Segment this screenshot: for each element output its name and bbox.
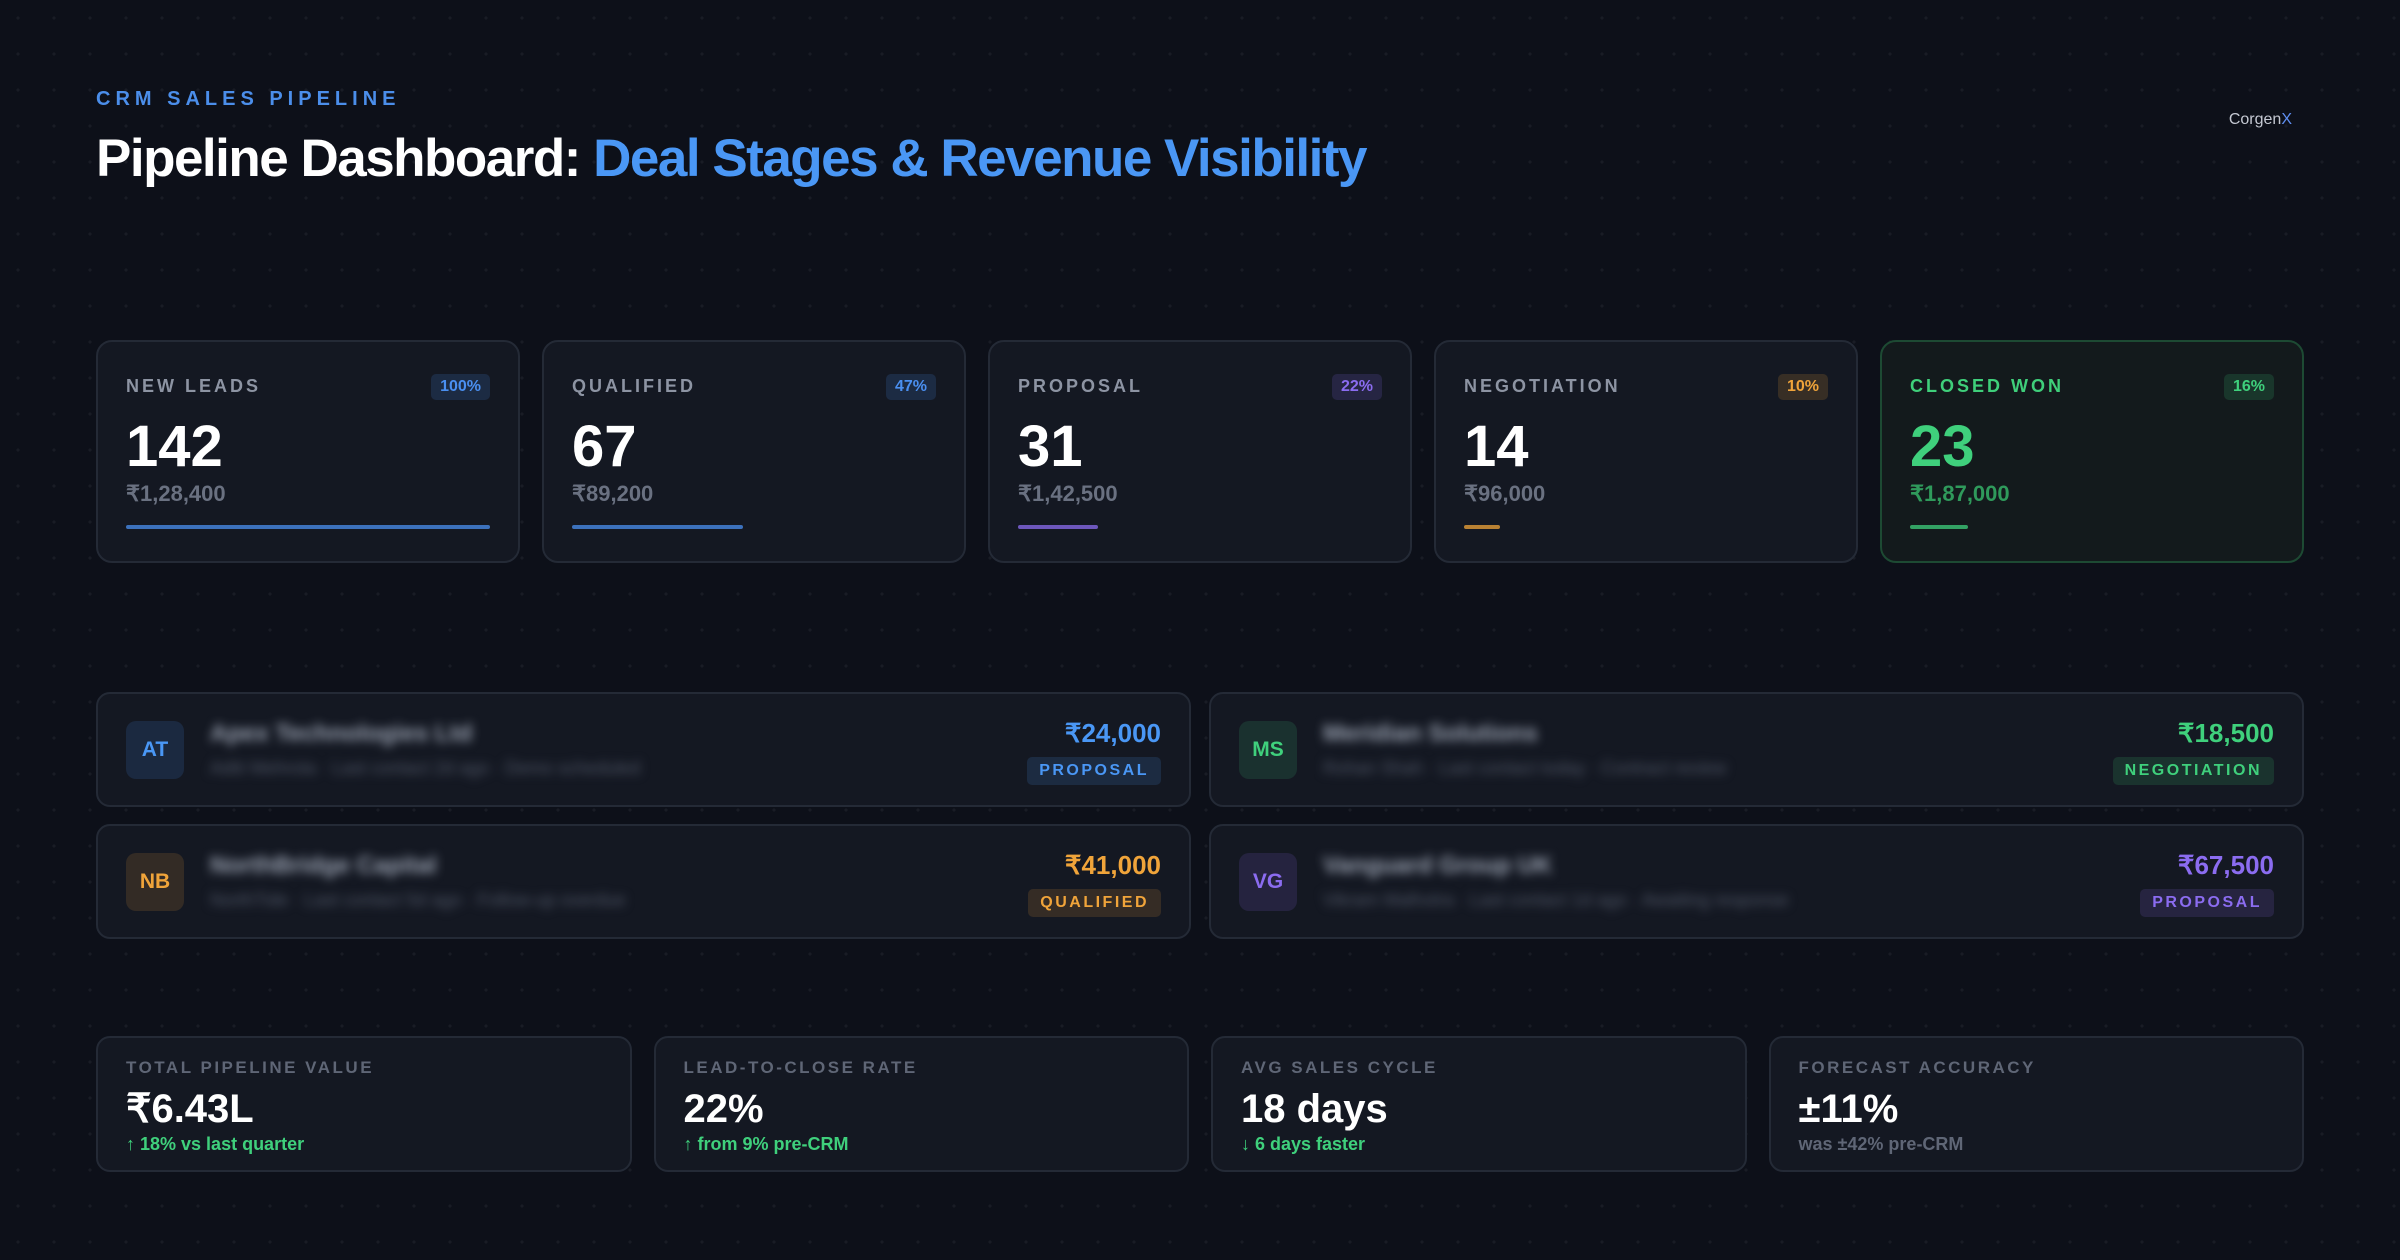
deal-stage-badge: QUALIFIED	[1028, 889, 1161, 917]
stage-value: ₹89,200	[572, 481, 654, 506]
metric-forecast-accuracy: FORECAST ACCURACY ±11% was ±42% pre-CRM	[1768, 1036, 2304, 1172]
stage-card-closed-won[interactable]: CLOSED WON 16% 23 ₹1,87,000	[1880, 340, 2304, 563]
metric-delta: ↓ 6 days faster	[1241, 1134, 1366, 1154]
stage-percent-badge: 16%	[2223, 374, 2274, 400]
stage-value: ₹1,28,400	[126, 481, 226, 506]
summary-metrics: TOTAL PIPELINE VALUE ₹6.43L ↑ 18% vs las…	[96, 1036, 2304, 1172]
deal-amount: ₹67,500	[2177, 850, 2274, 880]
company-avatar: MS	[1239, 720, 1297, 779]
metric-label: LEAD-TO-CLOSE RATE	[683, 1058, 918, 1077]
deal-list: AT Apex Technologies Ltd Aditi Mehrota ·…	[96, 692, 2304, 939]
deal-meta: Vikram Malhotra · Last contact 1d ago · …	[1323, 890, 1789, 910]
metric-delta: was ±42% pre-CRM	[1798, 1134, 1964, 1154]
metric-delta: ↑ 18% vs last quarter	[126, 1134, 305, 1154]
metric-lead-to-close-rate: LEAD-TO-CLOSE RATE 22% ↑ from 9% pre-CRM	[653, 1036, 1189, 1172]
stage-percent-badge: 100%	[431, 374, 490, 400]
title-highlight: Deal Stages & Revenue Visibility	[593, 129, 1367, 188]
stage-name: NEGOTIATION	[1464, 376, 1621, 396]
stage-percent-badge: 47%	[885, 374, 936, 400]
stage-value: ₹96,000	[1464, 481, 1546, 506]
metric-total-pipeline-value: TOTAL PIPELINE VALUE ₹6.43L ↑ 18% vs las…	[96, 1036, 632, 1172]
company-avatar: NB	[126, 852, 184, 911]
metric-label: FORECAST ACCURACY	[1798, 1058, 2036, 1077]
stage-count: 14	[1464, 414, 1529, 479]
stage-name: QUALIFIED	[572, 376, 696, 396]
brand-accent: X	[2281, 111, 2292, 128]
metric-label: AVG SALES CYCLE	[1241, 1058, 1438, 1077]
company-avatar: VG	[1239, 852, 1297, 911]
stage-count: 142	[126, 414, 223, 479]
deal-company-name: Vanguard Group UK	[1323, 852, 1553, 879]
stage-progress-bar	[1464, 525, 1501, 529]
metric-label: TOTAL PIPELINE VALUE	[126, 1058, 375, 1077]
stage-card-new-leads[interactable]: NEW LEADS 100% 142 ₹1,28,400	[96, 340, 520, 563]
deal-company-name: Apex Technologies Ltd	[210, 720, 473, 747]
deal-amount: ₹18,500	[2177, 718, 2274, 748]
metric-delta: ↑ from 9% pre-CRM	[683, 1134, 849, 1154]
deal-company-name: Meridian Solutions	[1323, 720, 1538, 747]
deal-meta: Aditi Mehrota · Last contact 2d ago · De…	[210, 758, 641, 778]
stage-progress-bar	[1910, 525, 1969, 529]
stage-name: CLOSED WON	[1910, 376, 2064, 396]
brand-logo: CorgenX	[2229, 111, 2292, 129]
stage-percent-badge: 22%	[1331, 374, 1382, 400]
deal-stage-badge: PROPOSAL	[2140, 889, 2274, 917]
deal-meta: NorthTide · Last contact 5d ago · Follow…	[210, 890, 626, 910]
deal-card[interactable]: VG Vanguard Group UK Vikram Malhotra · L…	[1209, 824, 2304, 939]
title-primary: Pipeline Dashboard:	[96, 129, 594, 188]
stage-progress-bar	[126, 525, 490, 529]
deal-company-name: NorthBridge Capital	[210, 852, 437, 879]
deal-amount: ₹41,000	[1064, 850, 1161, 880]
stage-progress-bar	[1018, 525, 1099, 529]
stage-name: NEW LEADS	[126, 376, 261, 396]
section-eyebrow: CRM SALES PIPELINE	[96, 88, 401, 110]
metric-value: 18 days	[1241, 1087, 1388, 1131]
deal-meta: Rohan Shah · Last contact today · Contra…	[1323, 758, 1727, 778]
metric-avg-sales-cycle: AVG SALES CYCLE 18 days ↓ 6 days faster	[1211, 1036, 1747, 1172]
brand-name: Corgen	[2228, 111, 2282, 128]
stage-count: 23	[1910, 414, 1975, 479]
deal-card[interactable]: MS Meridian Solutions Rohan Shah · Last …	[1209, 692, 2304, 807]
stage-card-qualified[interactable]: QUALIFIED 47% 67 ₹89,200	[542, 340, 966, 563]
metric-value: ±11%	[1798, 1087, 1899, 1131]
metric-value: ₹6.43L	[126, 1087, 254, 1131]
stage-name: PROPOSAL	[1018, 376, 1144, 396]
metric-value: 22%	[683, 1087, 764, 1131]
deal-amount: ₹24,000	[1064, 718, 1161, 748]
stage-count: 31	[1018, 414, 1083, 479]
stage-card-negotiation[interactable]: NEGOTIATION 10% 14 ₹96,000	[1434, 340, 1858, 563]
stage-count: 67	[572, 414, 637, 479]
page-title: Pipeline Dashboard: Deal Stages & Revenu…	[96, 128, 1368, 189]
stage-value: ₹1,87,000	[1910, 481, 2010, 506]
stage-value: ₹1,42,500	[1018, 481, 1118, 506]
stage-percent-badge: 10%	[1777, 374, 1828, 400]
pipeline-stages: NEW LEADS 100% 142 ₹1,28,400 QUALIFIED 4…	[96, 340, 2304, 563]
deal-stage-badge: NEGOTIATION	[2112, 757, 2274, 785]
company-avatar: AT	[126, 720, 184, 779]
deal-card[interactable]: NB NorthBridge Capital NorthTide · Last …	[96, 824, 1191, 939]
deal-card[interactable]: AT Apex Technologies Ltd Aditi Mehrota ·…	[96, 692, 1191, 807]
stage-card-proposal[interactable]: PROPOSAL 22% 31 ₹1,42,500	[988, 340, 1412, 563]
deal-stage-badge: PROPOSAL	[1027, 757, 1161, 785]
stage-progress-bar	[572, 525, 744, 529]
